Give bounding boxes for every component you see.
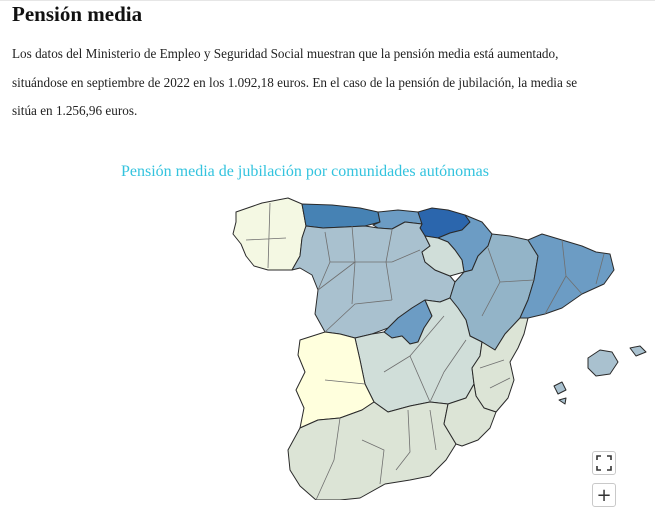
top-divider	[0, 0, 655, 1]
region-comunidad-valenciana[interactable]	[471, 317, 529, 413]
paragraph-line: sitúa en 1.256,96 euros.	[12, 103, 138, 118]
fullscreen-button[interactable]	[592, 451, 616, 475]
fullscreen-icon	[596, 455, 612, 471]
zoom-in-button[interactable]: +	[592, 483, 616, 507]
region-asturias[interactable]	[301, 203, 381, 229]
article-paragraph: Los datos del Ministerio de Empleo y Seg…	[12, 40, 612, 126]
map-title: Pensión media de jubilación por comunida…	[121, 163, 489, 180]
province-borders	[245, 202, 605, 500]
region-baleares-menorca[interactable]	[629, 345, 647, 357]
region-murcia[interactable]	[443, 383, 497, 447]
paragraph-line: situándose en septiembre de 2022 en los …	[12, 74, 578, 90]
region-baleares-formentera[interactable]	[558, 397, 567, 405]
region-baleares-mallorca[interactable]	[587, 349, 619, 377]
region-andalucia[interactable]	[287, 401, 457, 500]
page-title: Pensión media	[12, 2, 143, 26]
region-baleares-ibiza[interactable]	[553, 381, 567, 395]
region-la-rioja[interactable]	[421, 235, 465, 277]
paragraph-line: Los datos del Ministerio de Empleo y Seg…	[12, 46, 559, 61]
